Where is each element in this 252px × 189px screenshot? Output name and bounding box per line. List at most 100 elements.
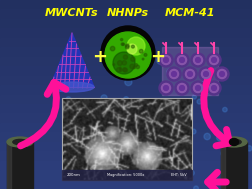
Circle shape — [182, 67, 196, 81]
Circle shape — [158, 137, 162, 141]
Bar — [0, 0, 252, 9]
Circle shape — [113, 52, 135, 74]
Ellipse shape — [50, 82, 94, 92]
Bar — [0, 151, 252, 161]
Circle shape — [159, 125, 165, 132]
Circle shape — [105, 32, 150, 78]
Bar — [62, 98, 191, 180]
Circle shape — [219, 72, 224, 76]
Circle shape — [75, 113, 80, 119]
Bar — [0, 180, 252, 189]
Circle shape — [190, 129, 195, 134]
Circle shape — [177, 55, 186, 65]
Circle shape — [125, 45, 129, 49]
Text: 200nm: 200nm — [67, 173, 81, 177]
Bar — [0, 47, 252, 57]
Bar — [0, 123, 252, 132]
Circle shape — [195, 57, 200, 62]
Circle shape — [123, 123, 129, 129]
Circle shape — [101, 26, 154, 80]
Ellipse shape — [229, 139, 238, 146]
Circle shape — [195, 86, 200, 91]
Circle shape — [123, 97, 128, 102]
Circle shape — [142, 65, 147, 70]
Circle shape — [205, 89, 209, 93]
Circle shape — [190, 81, 204, 95]
Circle shape — [134, 64, 137, 67]
Bar — [0, 161, 252, 170]
Circle shape — [152, 113, 157, 117]
Bar — [220, 142, 246, 189]
Circle shape — [209, 55, 218, 65]
Circle shape — [174, 53, 188, 67]
Circle shape — [121, 43, 123, 45]
Bar — [62, 170, 191, 180]
Circle shape — [216, 69, 226, 79]
Bar — [0, 104, 252, 113]
Circle shape — [127, 37, 144, 55]
Circle shape — [163, 86, 168, 91]
Bar — [161, 47, 217, 95]
Circle shape — [206, 53, 220, 67]
Bar — [0, 113, 252, 123]
Circle shape — [87, 147, 91, 152]
Text: +: + — [150, 48, 165, 66]
Circle shape — [169, 69, 178, 79]
Circle shape — [139, 49, 143, 53]
Circle shape — [125, 44, 129, 47]
Circle shape — [203, 72, 208, 76]
Ellipse shape — [13, 139, 27, 145]
Circle shape — [200, 82, 204, 85]
Circle shape — [119, 69, 122, 71]
Ellipse shape — [226, 139, 240, 145]
Bar — [220, 142, 224, 189]
Circle shape — [166, 67, 180, 81]
FancyArrowPatch shape — [20, 82, 66, 146]
Circle shape — [193, 186, 198, 189]
Circle shape — [222, 107, 226, 112]
Polygon shape — [50, 33, 94, 87]
Circle shape — [154, 139, 158, 142]
Circle shape — [122, 68, 126, 72]
Circle shape — [185, 69, 194, 79]
Circle shape — [179, 57, 184, 62]
Circle shape — [136, 65, 139, 69]
Circle shape — [156, 56, 164, 64]
Circle shape — [235, 166, 240, 171]
FancyArrowPatch shape — [203, 70, 229, 146]
Circle shape — [163, 150, 168, 155]
Circle shape — [190, 53, 204, 67]
Circle shape — [214, 67, 228, 81]
Bar — [0, 142, 252, 151]
Circle shape — [143, 53, 146, 56]
Circle shape — [122, 128, 128, 134]
Circle shape — [158, 81, 172, 95]
Circle shape — [132, 101, 138, 108]
Circle shape — [179, 86, 184, 91]
Circle shape — [120, 39, 122, 41]
Bar — [0, 76, 252, 85]
Circle shape — [163, 57, 168, 62]
Circle shape — [142, 58, 143, 60]
Text: Magnification: 5000x: Magnification: 5000x — [107, 173, 144, 177]
Circle shape — [127, 44, 137, 54]
Circle shape — [130, 64, 134, 69]
Ellipse shape — [220, 137, 246, 147]
Circle shape — [161, 55, 170, 65]
Circle shape — [192, 95, 196, 99]
Circle shape — [158, 53, 172, 67]
FancyArrowPatch shape — [207, 172, 225, 189]
Circle shape — [184, 166, 190, 172]
Bar — [0, 19, 252, 28]
Circle shape — [166, 69, 174, 76]
Circle shape — [172, 130, 176, 134]
Circle shape — [203, 133, 210, 140]
Circle shape — [206, 81, 220, 95]
Circle shape — [78, 75, 82, 79]
Circle shape — [116, 68, 120, 72]
Circle shape — [117, 110, 124, 117]
Bar — [0, 94, 252, 104]
Bar — [0, 132, 252, 142]
Circle shape — [110, 46, 114, 51]
Text: +: + — [92, 48, 107, 66]
